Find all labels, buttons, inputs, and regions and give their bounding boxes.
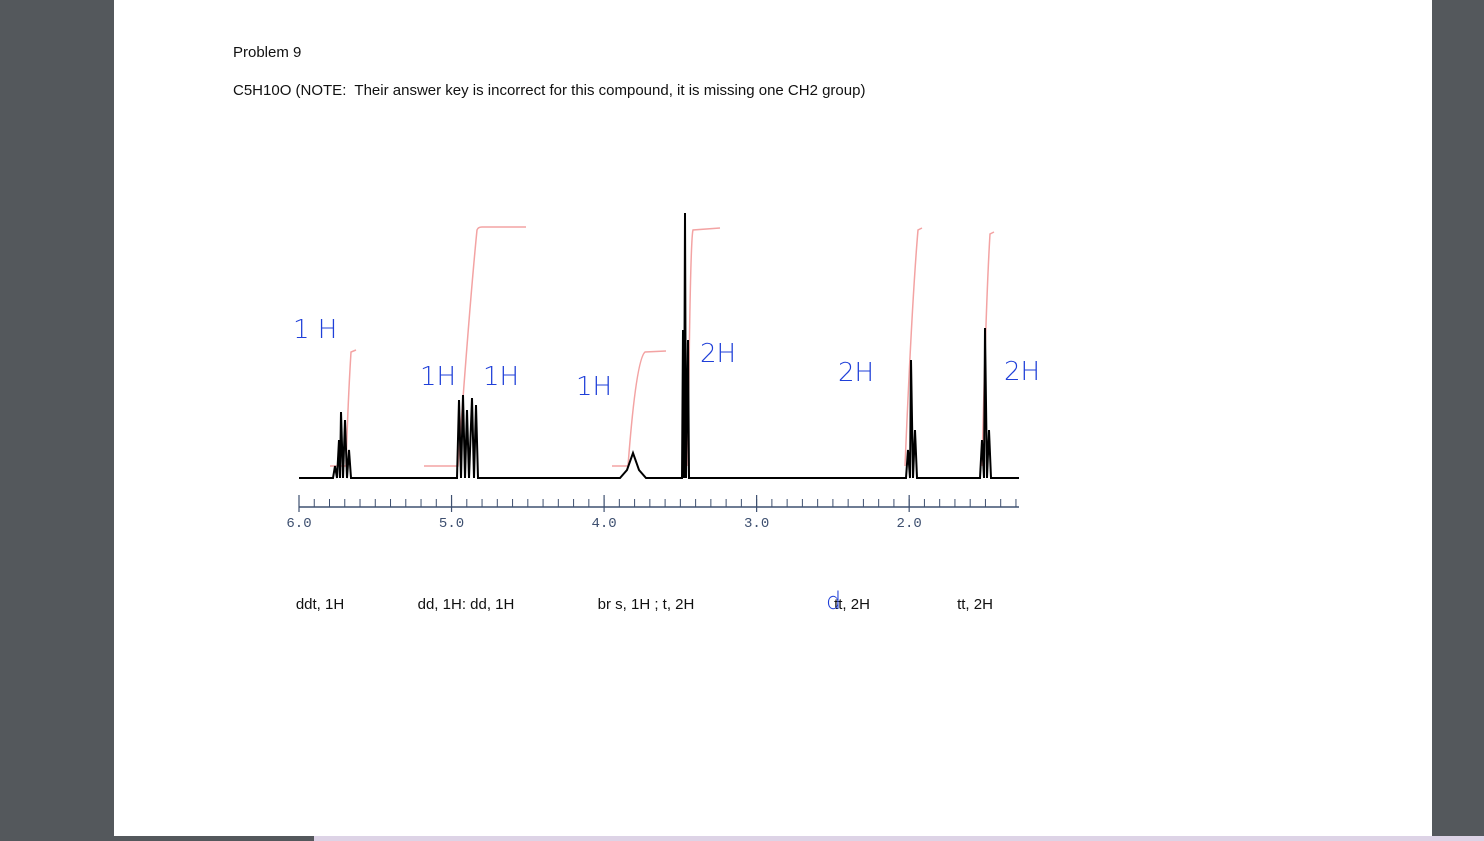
formula-note: C5H10O (NOTE: Their answer key is incorr… (233, 82, 866, 99)
assignment: dd, 1H: dd, 1H (418, 596, 515, 613)
integration-label: 1H (420, 362, 456, 392)
assignment: tt, 2H (834, 596, 870, 613)
x-tick-label: 6.0 (286, 516, 311, 532)
integration-label: 1H (576, 372, 612, 402)
integration-curve (330, 226, 995, 467)
x-tick-label: 2.0 (897, 516, 922, 532)
integration-label: 1 H (293, 315, 337, 345)
x-tick-label: 3.0 (744, 516, 769, 532)
assignment: ddt, 1H (296, 596, 344, 613)
problem-title: Problem 9 (233, 44, 302, 61)
integration-label: 2H (838, 358, 874, 388)
minor-ticks (298, 499, 1017, 507)
assignment: br s, 1H ; t, 2H (598, 596, 695, 613)
document-page (114, 0, 1432, 836)
spectrum-trace (299, 212, 1019, 479)
x-tick-label: 5.0 (439, 516, 464, 532)
x-tick-label: 4.0 (591, 516, 616, 532)
integration-label: 2H (1004, 357, 1040, 387)
scroll-strip (314, 836, 1484, 841)
integration-label: 1H (483, 362, 519, 392)
assignment: tt, 2H (957, 596, 993, 613)
integration-label: 2H (700, 339, 736, 369)
handwritten-correction: d (826, 587, 841, 615)
